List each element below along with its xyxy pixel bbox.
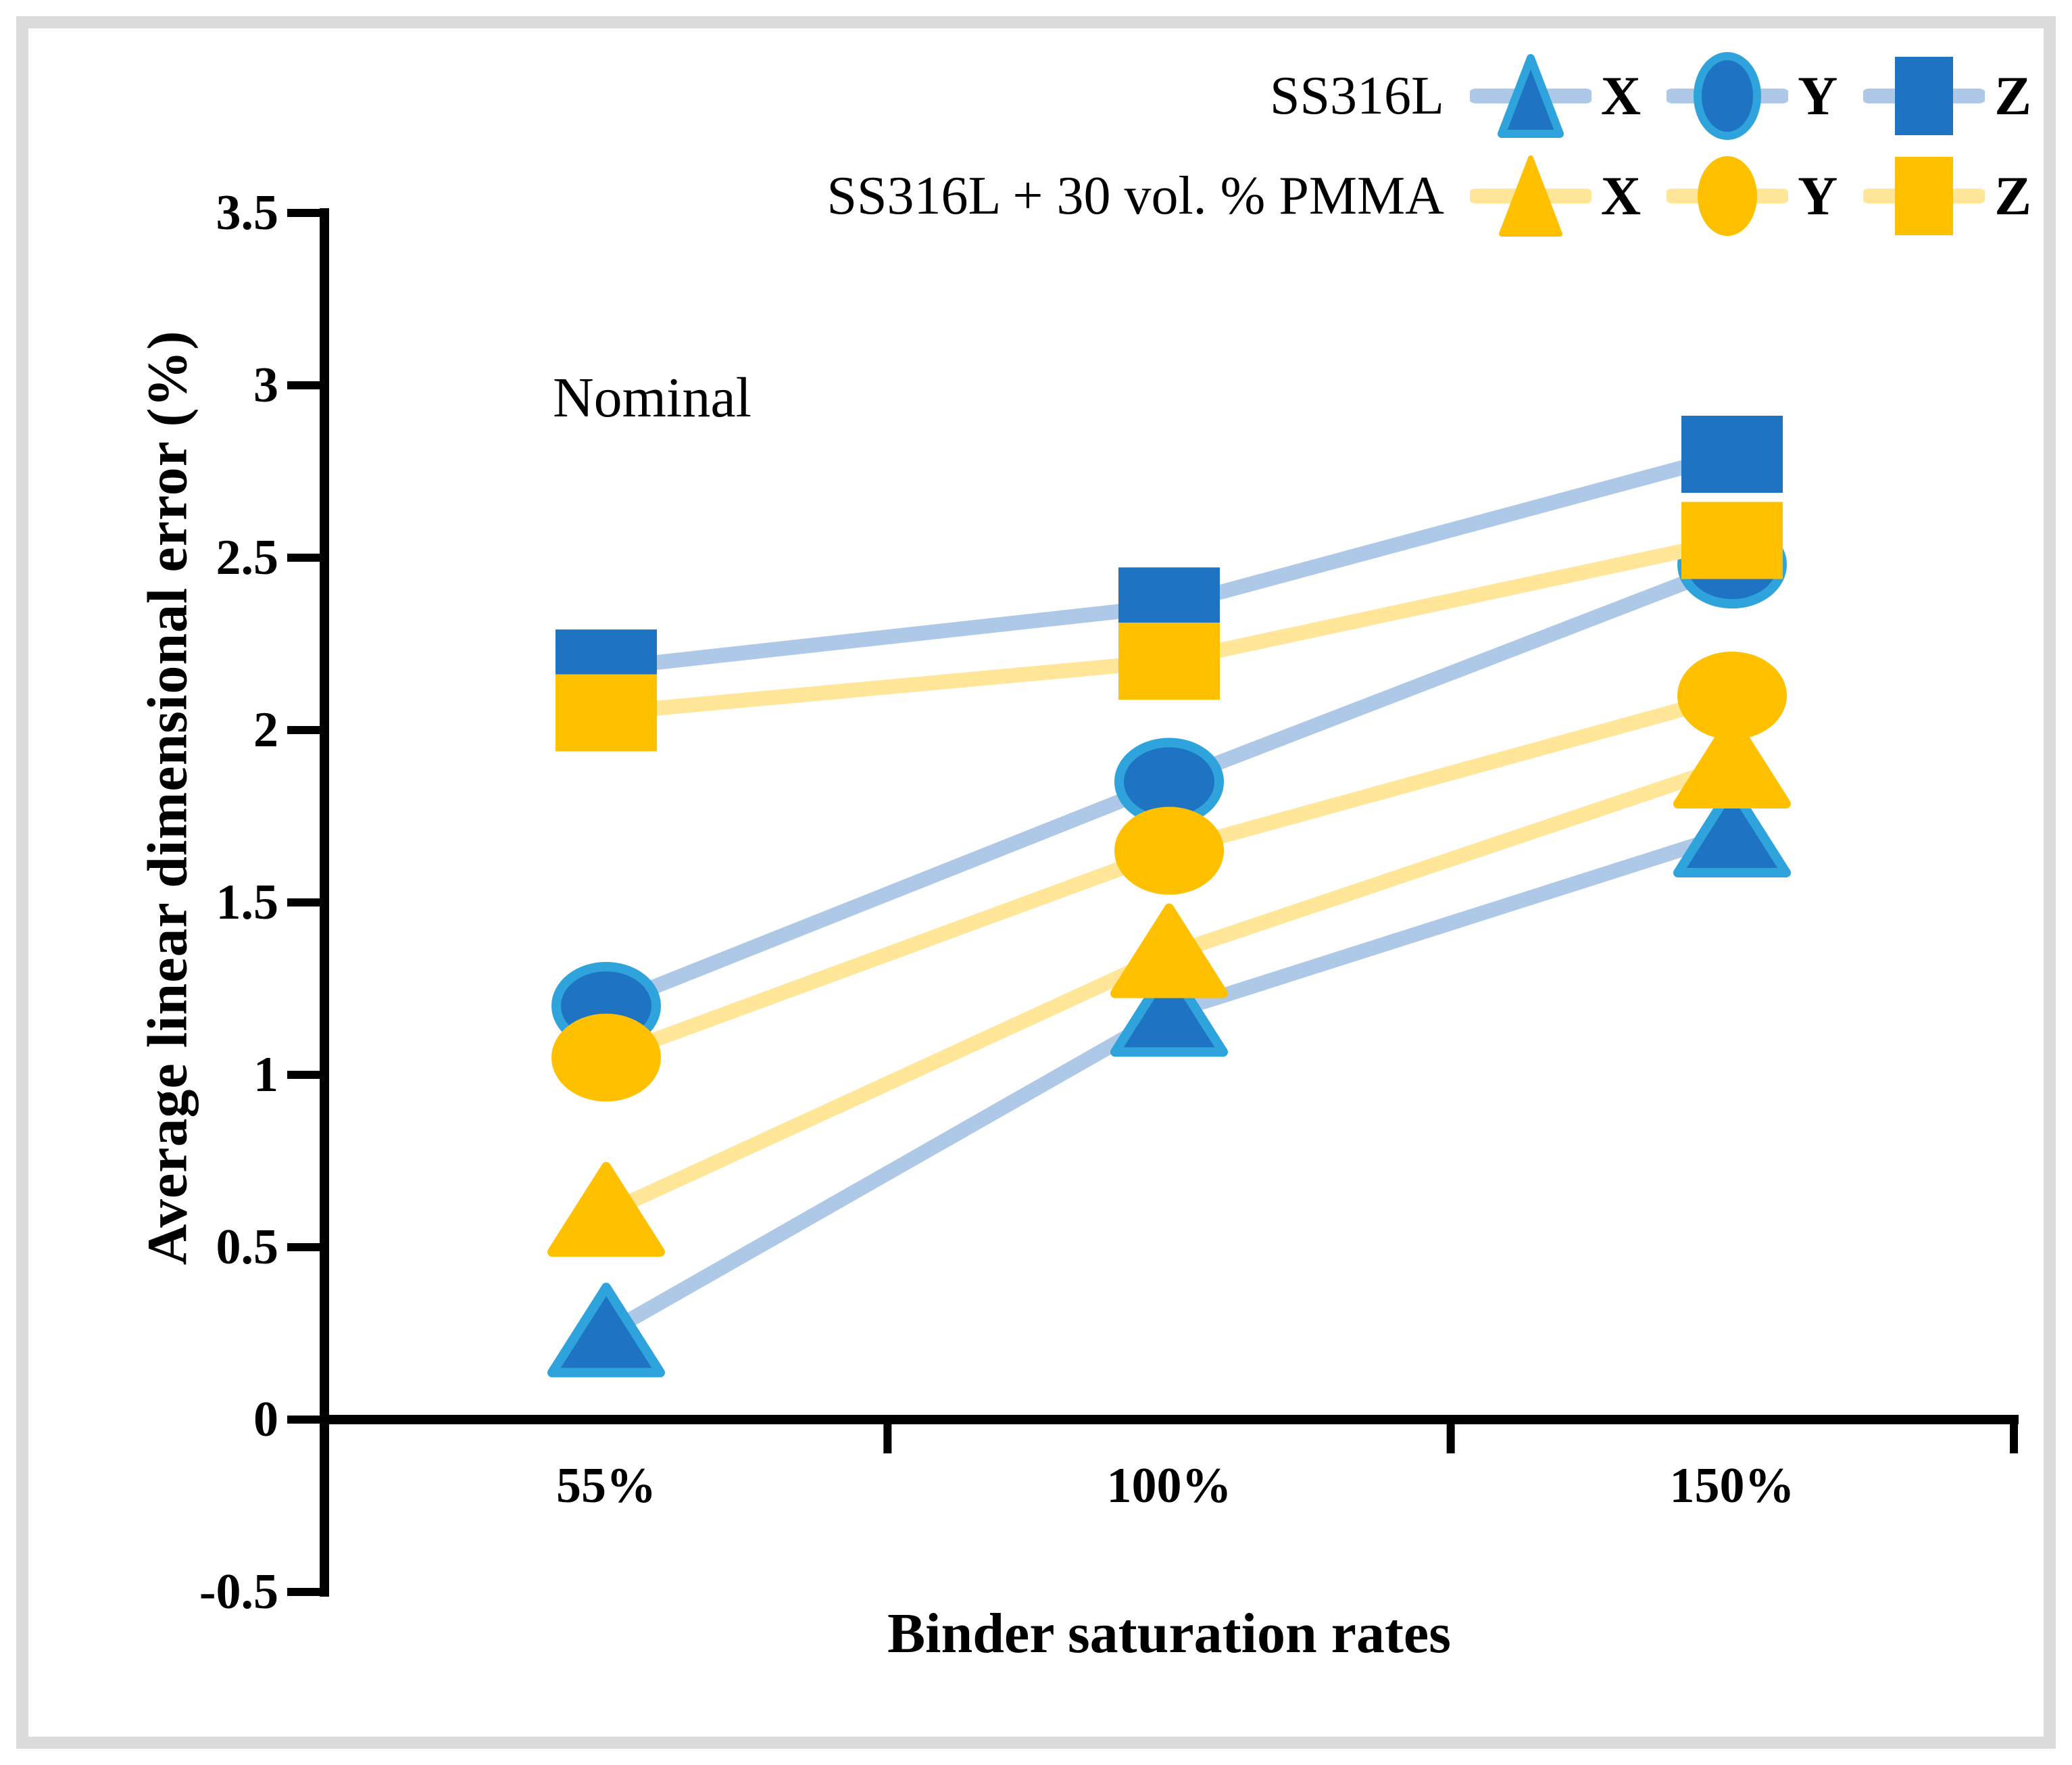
triangle-marker-icon	[1673, 714, 1791, 808]
x-category-label: 150%	[1670, 1458, 1795, 1514]
legend-entry-ss316l-y: Y	[1667, 51, 1837, 141]
square-marker-icon	[1118, 623, 1220, 700]
y-tick-label: 3.5	[216, 185, 279, 241]
square-marker-icon	[556, 674, 657, 752]
y-tick-label: -0.5	[199, 1564, 278, 1620]
square-marker-icon	[1863, 157, 1985, 235]
y-tick-label: 0	[253, 1392, 278, 1447]
y-tick-label: 2.5	[216, 530, 279, 585]
y-axis-title: Average linear dimensional error (%)	[136, 330, 199, 1265]
y-tick-label: 2	[253, 702, 278, 758]
nominal-annotation: Nominal	[553, 366, 751, 429]
legend-row-ss316l: SS316L X Y Z	[1270, 51, 2031, 141]
legend-material-label: SS316L	[1270, 66, 1444, 126]
legend-axis-label: X	[1600, 65, 1642, 126]
y-tick-label: 3	[253, 358, 278, 413]
chart-legend: SS316L X Y Z SS316L + 30 vol. % PMMA	[827, 51, 2031, 241]
circle-marker-icon	[1114, 806, 1224, 895]
triangle-marker-icon	[547, 1282, 665, 1378]
legend-axis-label: Z	[1994, 165, 2031, 226]
circle-marker-icon	[1667, 156, 1789, 236]
x-category-label: 55%	[556, 1458, 656, 1514]
y-tick-label: 1.5	[216, 875, 279, 930]
triangle-marker-icon	[1673, 783, 1791, 877]
legend-entry-ss316l-x: X	[1469, 51, 1642, 141]
square-marker-icon	[1681, 416, 1783, 493]
circle-marker-icon	[1667, 52, 1789, 140]
legend-axis-label: X	[1600, 165, 1642, 226]
y-tick-label: 1	[253, 1047, 278, 1103]
legend-axis-label: Y	[1798, 165, 1838, 226]
legend-axis-label: Y	[1798, 65, 1838, 126]
legend-material-label: SS316L + 30 vol. % PMMA	[827, 166, 1444, 226]
legend-entry-pmma-y: Y	[1667, 151, 1837, 241]
legend-entry-pmma-z: Z	[1863, 151, 2031, 241]
x-axis-title: Binder saturation rates	[887, 1602, 1451, 1665]
square-marker-icon	[1681, 502, 1783, 579]
legend-axis-label: Z	[1994, 65, 2031, 126]
triangle-marker-icon	[1110, 962, 1228, 1057]
legend-entry-pmma-x: X	[1469, 151, 1642, 241]
legend-entry-ss316l-z: Z	[1863, 51, 2031, 141]
triangle-marker-icon	[1469, 54, 1592, 138]
circle-marker-icon	[1677, 652, 1787, 740]
triangle-marker-icon	[1110, 903, 1228, 998]
legend-row-pmma: SS316L + 30 vol. % PMMA X Y Z	[827, 151, 2031, 241]
x-category-label: 100%	[1107, 1458, 1232, 1514]
y-tick-label: 0.5	[216, 1219, 279, 1275]
triangle-marker-icon	[547, 1162, 665, 1257]
square-marker-icon	[1863, 57, 1985, 135]
triangle-marker-icon	[1469, 155, 1592, 237]
circle-marker-icon	[551, 1013, 661, 1102]
